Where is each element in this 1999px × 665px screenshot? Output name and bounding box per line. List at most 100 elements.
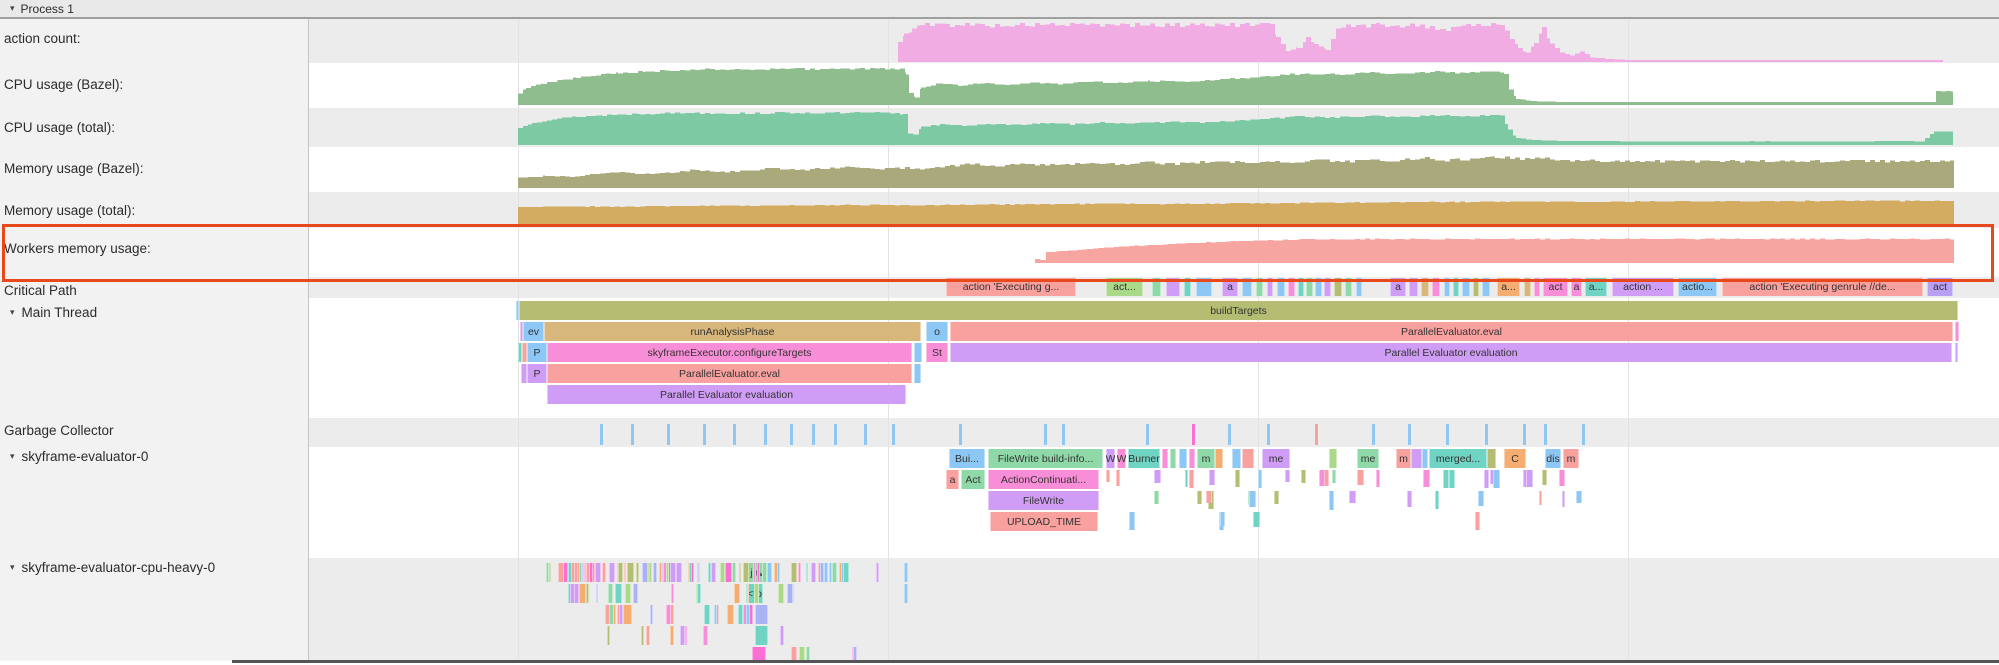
main-thread-slice[interactable]: Parallel Evaluator evaluation	[547, 385, 906, 404]
skyframe-evaluator-cpu-heavy-slice[interactable]	[824, 563, 829, 582]
critical-path-block[interactable]	[1166, 278, 1180, 296]
gc-event-tick[interactable]	[631, 424, 634, 445]
counter-memory-usage-total[interactable]	[0, 195, 1999, 225]
critical-path-block[interactable]	[1306, 278, 1313, 296]
skyframe-evaluator-cpu-heavy-slice[interactable]	[831, 563, 837, 582]
skyframe-evaluator-cpu-heavy-slice[interactable]	[662, 563, 668, 582]
skyframe-evaluator-cpu-heavy-slice[interactable]	[671, 584, 674, 603]
critical-path-block[interactable]	[1256, 278, 1263, 296]
critical-path-block[interactable]: act	[1927, 278, 1953, 296]
skyframe-evaluator-cpu-heavy-slice[interactable]	[633, 584, 639, 603]
skyframe-evaluator-cpu-heavy-slice[interactable]	[876, 563, 879, 582]
skyframe-evaluator-0-slice[interactable]: Act	[961, 470, 985, 489]
critical-path-block[interactable]	[1444, 278, 1450, 296]
skyframe-evaluator-0-slice[interactable]	[1258, 470, 1263, 489]
main-thread-slice[interactable]	[914, 343, 922, 362]
critical-path-block[interactable]	[1315, 278, 1322, 296]
gc-event-tick[interactable]	[959, 424, 962, 445]
skyframe-evaluator-0-slice[interactable]	[1542, 470, 1548, 485]
skyframe-evaluator-cpu-heavy-slice[interactable]	[773, 563, 779, 582]
skyframe-evaluator-cpu-heavy-slice[interactable]	[583, 563, 587, 582]
critical-path-block[interactable]	[1267, 278, 1273, 296]
skyframe-evaluator-cpu-heavy-slice[interactable]	[618, 605, 624, 624]
skyframe-evaluator-0-slice[interactable]	[1301, 470, 1306, 483]
critical-path-block[interactable]	[1324, 278, 1331, 296]
skyframe-evaluator-cpu-heavy-slice[interactable]	[606, 626, 610, 645]
counter-cpu-usage-bazel[interactable]	[0, 66, 1999, 105]
skyframe-evaluator-cpu-heavy-slice[interactable]	[607, 584, 613, 603]
skyframe-evaluator-cpu-heavy-slice[interactable]	[665, 563, 670, 582]
critical-path-block[interactable]: act	[1543, 278, 1568, 296]
skyframe-evaluator-0-slice[interactable]	[1348, 491, 1356, 504]
skyframe-evaluator-cpu-heavy-slice[interactable]	[586, 584, 589, 603]
gc-event-tick[interactable]	[1267, 424, 1270, 445]
skyframe-evaluator-0-slice[interactable]	[1411, 449, 1422, 468]
gc-event-tick[interactable]	[812, 424, 815, 445]
skyframe-evaluator-cpu-heavy-slice[interactable]	[720, 563, 726, 582]
skyframe-evaluator-cpu-heavy-slice[interactable]	[577, 563, 581, 582]
gc-event-tick[interactable]	[1408, 424, 1411, 445]
skyframe-evaluator-0-slice[interactable]	[1487, 449, 1496, 468]
skyframe-evaluator-0-slice[interactable]	[1318, 470, 1326, 487]
skyframe-evaluator-cpu-heavy-slice[interactable]	[734, 584, 741, 603]
skyframe-evaluator-0-slice[interactable]	[1105, 470, 1111, 483]
main-thread-slice[interactable]: ev	[523, 322, 544, 341]
skyframe-evaluator-0-slice[interactable]: m	[1197, 449, 1215, 468]
gc-event-tick[interactable]	[1544, 424, 1547, 445]
skyframe-evaluator-0-slice[interactable]	[1490, 470, 1496, 485]
skyframe-evaluator-cpu-heavy-slice[interactable]	[679, 626, 685, 645]
skyframe-evaluator-cpu-heavy-slice[interactable]	[696, 584, 702, 603]
critical-path-block[interactable]: action 'Executing g...	[946, 278, 1076, 296]
main-thread-slice[interactable]	[522, 343, 527, 362]
skyframe-evaluator-0-slice[interactable]	[1475, 512, 1481, 531]
skyframe-evaluator-0-slice[interactable]	[1285, 470, 1290, 483]
skyframe-evaluator-0-slice[interactable]: m	[1396, 449, 1411, 468]
main-thread-slice[interactable]	[520, 322, 523, 341]
skyframe-evaluator-cpu-heavy-slice[interactable]	[623, 605, 632, 624]
skyframe-evaluator-cpu-heavy-slice[interactable]	[761, 563, 767, 582]
critical-path-block[interactable]: act...	[1106, 278, 1143, 296]
skyframe-evaluator-cpu-heavy-slice[interactable]	[806, 647, 811, 661]
main-thread-slice[interactable]	[914, 364, 921, 383]
skyframe-evaluator-0-slice[interactable]	[1332, 470, 1337, 483]
main-thread-slice[interactable]: o	[926, 322, 948, 341]
skyframe-evaluator-0-slice[interactable]	[1493, 470, 1500, 489]
main-thread-slice[interactable]: skyframeExecutor.configureTargets	[547, 343, 912, 362]
skyframe-evaluator-cpu-heavy-slice[interactable]	[618, 563, 623, 582]
skyframe-evaluator-cpu-heavy-slice[interactable]	[811, 563, 816, 582]
skyframe-evaluator-0-slice[interactable]	[1162, 449, 1168, 468]
critical-path-block[interactable]	[1482, 278, 1490, 296]
skyframe-evaluator-0-slice[interactable]	[1443, 470, 1450, 488]
skyframe-evaluator-cpu-heavy-slice[interactable]	[568, 563, 572, 582]
skyframe-evaluator-cpu-heavy-slice[interactable]	[623, 563, 626, 582]
skyframe-evaluator-0-slice[interactable]	[1448, 470, 1456, 488]
skyframe-evaluator-cpu-heavy-slice[interactable]	[689, 563, 693, 582]
skyframe-evaluator-cpu-heavy-slice[interactable]	[757, 563, 760, 582]
sidebar-row-cpu-usage-total[interactable]: CPU usage (total):	[4, 118, 115, 136]
critical-path-block[interactable]: a	[1222, 278, 1238, 296]
gc-event-tick[interactable]	[892, 424, 895, 445]
skyframe-evaluator-0-slice[interactable]	[1242, 449, 1254, 468]
skyframe-evaluator-cpu-heavy-slice[interactable]	[659, 563, 662, 582]
critical-path-block[interactable]	[1432, 278, 1440, 296]
skyframe-evaluator-cpu-heavy-slice[interactable]	[843, 563, 849, 582]
skyframe-evaluator-cpu-heavy-slice[interactable]	[841, 563, 845, 582]
skyframe-evaluator-cpu-heavy-slice[interactable]	[675, 563, 683, 582]
sidebar-row-skyframe-evaluator-0[interactable]: ▾ skyframe-evaluator-0	[10, 447, 148, 465]
critical-path-block[interactable]: a...	[1585, 278, 1607, 296]
skyframe-evaluator-cpu-heavy-slice[interactable]	[725, 563, 733, 582]
sidebar-row-skyframe-evaluator-cpu-heavy-0[interactable]: ▾ skyframe-evaluator-cpu-heavy-0	[10, 558, 215, 576]
critical-path-block[interactable]: action 'Executing genrule //de...	[1722, 278, 1923, 296]
skyframe-evaluator-0-slice[interactable]	[1116, 470, 1121, 487]
skyframe-evaluator-cpu-heavy-slice[interactable]	[786, 584, 793, 603]
main-thread-slice[interactable]	[521, 364, 527, 383]
skyframe-evaluator-cpu-heavy-slice[interactable]	[669, 605, 675, 624]
skyframe-evaluator-cpu-heavy-slice[interactable]	[548, 563, 551, 582]
main-thread-slice[interactable]: P	[527, 343, 547, 362]
skyframe-evaluator-cpu-heavy-slice[interactable]	[636, 563, 640, 582]
gc-event-tick[interactable]	[1446, 424, 1449, 445]
skyframe-evaluator-0-slice[interactable]	[1375, 470, 1381, 488]
skyframe-evaluator-0-slice[interactable]	[1559, 470, 1566, 487]
skyframe-evaluator-cpu-heavy-slice[interactable]	[738, 605, 743, 624]
skyframe-evaluator-0-slice[interactable]: W	[1106, 449, 1115, 468]
